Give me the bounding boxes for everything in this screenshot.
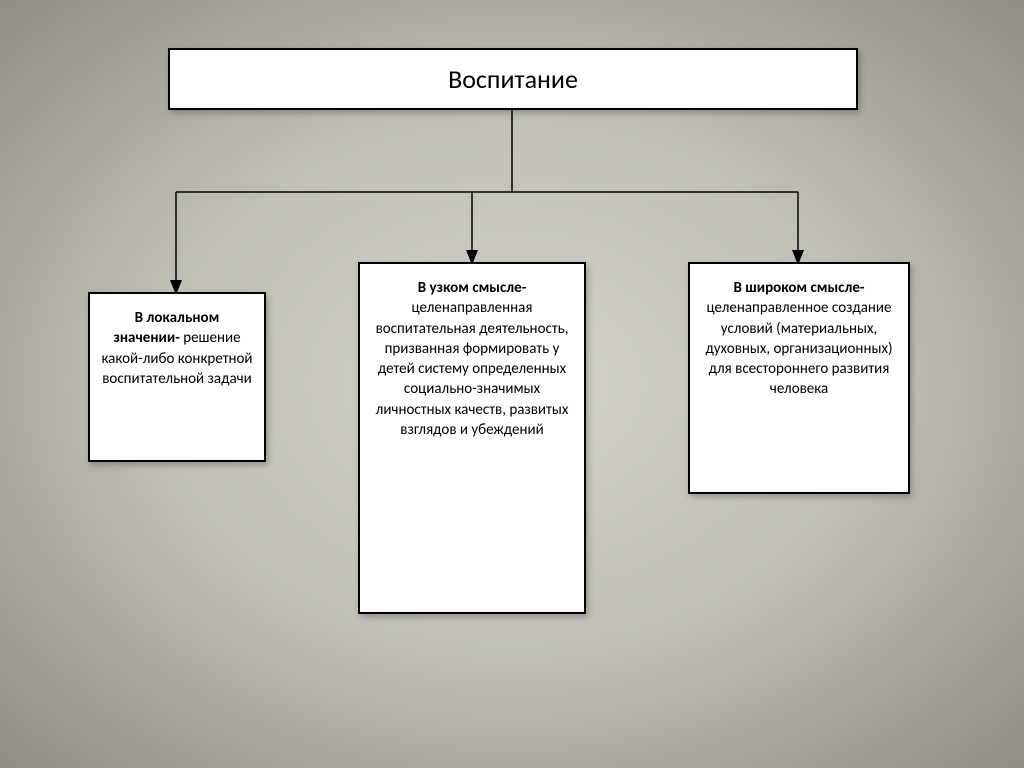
child-bold-2: В широком смысле- — [734, 279, 865, 297]
child-text-1: целенаправленная воспитательная деятельн… — [376, 299, 569, 439]
child-bold-1: В узком смысле- — [418, 279, 527, 297]
root-node: Воспитание — [168, 48, 858, 110]
root-label: Воспитание — [448, 63, 578, 95]
child-text-2: целенаправленное создание условий (матер… — [705, 299, 892, 398]
child-node-0: В локальном значении- решение какой-либо… — [88, 292, 266, 462]
child-node-1: В узком смысле- целенаправленная воспита… — [358, 262, 586, 614]
child-node-2: В широком смысле- целенаправленное созда… — [688, 262, 910, 494]
